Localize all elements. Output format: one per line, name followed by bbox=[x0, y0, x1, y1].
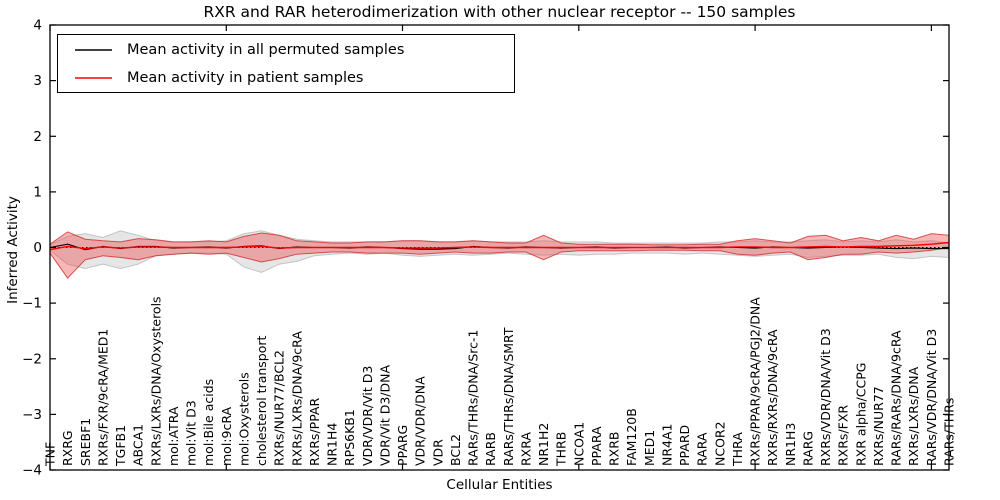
x-category-label: RARs/RARs/DNA/9cRA bbox=[889, 330, 904, 466]
patient-mean-line bbox=[49, 241, 950, 251]
x-category-label: RXRs/NUR77 bbox=[871, 386, 886, 466]
x-category-label: RPS6KB1 bbox=[342, 409, 357, 466]
x-category-label: MED1 bbox=[642, 430, 657, 466]
x-category-label: RXRs/PPAR/9cRA/PGJ2/DNA bbox=[748, 297, 763, 466]
x-category-label: mol:9cRA bbox=[219, 406, 234, 466]
x-category-label: cholesterol transport bbox=[254, 335, 269, 466]
x-category-label: RXRs/FXR/9cRA/MED1 bbox=[95, 329, 110, 466]
x-category-label: RXRs/FXR bbox=[836, 405, 851, 466]
x-category-label: PPARD bbox=[677, 425, 692, 466]
x-category-label: NCOA1 bbox=[571, 422, 586, 466]
y-tick-label: −1 bbox=[22, 296, 42, 312]
x-category-label: VDR bbox=[430, 439, 445, 466]
y-tick-label: 3 bbox=[33, 73, 42, 89]
x-category-label: THRB bbox=[554, 432, 569, 467]
patient-range-band bbox=[49, 231, 950, 279]
x-category-label: RXRs/NUR77/BCL2 bbox=[272, 350, 287, 466]
x-category-label: PPARG bbox=[395, 425, 410, 466]
legend-item-permuted: Mean activity in all permuted samples bbox=[58, 37, 514, 62]
x-category-label: RXRs/LXRs/DNA/9cRA bbox=[289, 331, 304, 466]
x-axis-label: Cellular Entities bbox=[446, 477, 553, 493]
x-category-label: RARs/VDR/DNA/Vit D3 bbox=[924, 329, 939, 466]
x-category-label: NR1H4 bbox=[325, 423, 340, 466]
legend: Mean activity in all permuted samples Me… bbox=[57, 34, 515, 93]
x-category-label: TNF bbox=[43, 442, 58, 467]
x-category-label: THRA bbox=[730, 432, 745, 467]
legend-line-red-icon bbox=[75, 76, 112, 79]
x-category-label: NCOR2 bbox=[712, 421, 727, 466]
x-category-label: VDR/VDR/DNA bbox=[413, 376, 428, 466]
x-category-label: RARA bbox=[695, 432, 710, 466]
y-tick-label: 2 bbox=[33, 129, 42, 145]
y-axis-label: Inferred Activity bbox=[5, 196, 21, 304]
x-category-label: RXR alpha/CCPG bbox=[853, 363, 868, 466]
x-category-label: RARG bbox=[801, 431, 816, 466]
x-category-label: RXRG bbox=[60, 430, 75, 466]
x-category-label: RXRs/VDR/DNA/Vit D3 bbox=[818, 328, 833, 466]
y-tick-label: −4 bbox=[22, 463, 42, 479]
x-category-label: RXRs/PPAR bbox=[307, 398, 322, 466]
x-category-label: RARB bbox=[483, 432, 498, 466]
y-tick-label: 0 bbox=[33, 240, 42, 256]
x-category-label: RARs/THRs/DNA/SMRT bbox=[501, 327, 516, 466]
x-category-label: TGFB1 bbox=[113, 425, 128, 467]
legend-label-permuted: Mean activity in all permuted samples bbox=[127, 41, 405, 58]
x-category-label: PPARA bbox=[589, 426, 604, 466]
y-tick-label: 1 bbox=[33, 184, 42, 200]
x-category-label: RXRs/LXRs/DNA/Oxysterols bbox=[148, 296, 163, 466]
x-category-label: RXRs/RXRs/DNA/9cRA bbox=[765, 329, 780, 466]
x-category-label: NR1H2 bbox=[536, 423, 551, 466]
x-category-label: SREBF1 bbox=[78, 418, 93, 466]
x-category-label: NR4A1 bbox=[660, 424, 675, 467]
x-category-label: RARs/THRs bbox=[942, 398, 957, 466]
y-tick-label: 4 bbox=[33, 18, 42, 34]
x-category-label: RXRA bbox=[518, 432, 533, 466]
legend-label-patient: Mean activity in patient samples bbox=[127, 69, 364, 86]
x-category-label: mol:ATRA bbox=[166, 406, 181, 466]
x-category-label: mol:Bile acids bbox=[201, 379, 216, 466]
x-category-label: VDR/Vit D3/DNA bbox=[377, 365, 392, 466]
y-tick-label: −3 bbox=[22, 407, 42, 423]
x-category-label: RARs/THRs/DNA/Src-1 bbox=[466, 330, 481, 466]
x-category-label: FAM120B bbox=[624, 408, 639, 466]
x-category-label: ABCA1 bbox=[131, 424, 146, 466]
x-category-label: RXRB bbox=[607, 431, 622, 466]
legend-line-black-icon bbox=[75, 48, 112, 51]
y-tick-label: −2 bbox=[22, 351, 42, 367]
x-category-label: mol:Oxysterols bbox=[236, 372, 251, 466]
x-category-label: BCL2 bbox=[448, 434, 463, 466]
x-category-label: VDR/VDR/Vit D3 bbox=[360, 366, 375, 466]
chart-title: RXR and RAR heterodimerization with othe… bbox=[203, 3, 796, 21]
x-category-label: mol:Vit D3 bbox=[184, 400, 199, 466]
x-category-label: NR1H3 bbox=[783, 423, 798, 466]
x-category-label: RXRs/LXRs/DNA bbox=[906, 366, 921, 466]
legend-item-patient: Mean activity in patient samples bbox=[58, 65, 514, 90]
